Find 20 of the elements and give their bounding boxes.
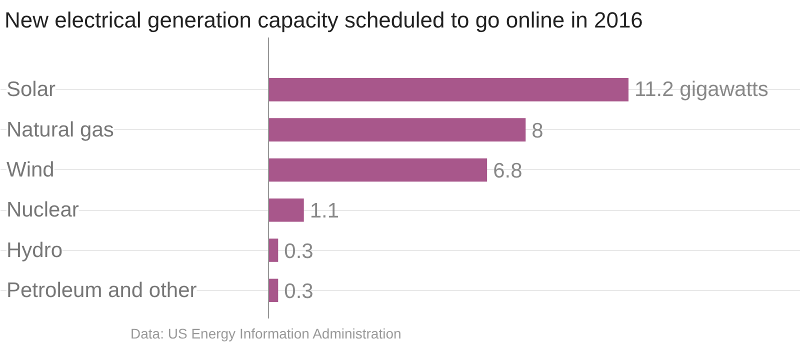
data-label: 8	[532, 119, 544, 142]
bar	[268, 158, 488, 182]
bar	[268, 278, 278, 302]
data-label: 6.8	[493, 159, 522, 182]
y-tick-label: Solar	[6, 78, 56, 102]
y-tick-label: Wind	[6, 158, 54, 182]
bar	[268, 198, 304, 222]
data-label: 1.1	[310, 200, 340, 223]
y-tick-label: Petroleum and other	[6, 278, 197, 302]
y-tick-label: Hydro	[6, 238, 63, 262]
text: Data: US Energy Information Administration	[130, 326, 402, 342]
data-label: 0.3	[284, 280, 314, 303]
y-tick-label: Natural gas	[6, 118, 114, 142]
bar	[268, 238, 278, 262]
chart-title: New electrical generation capacity scheduled to go online in 2016	[4, 8, 643, 32]
data-label: 0.3	[284, 240, 314, 263]
bar	[268, 118, 526, 142]
data-label: 11.2 gigawatts	[634, 78, 768, 102]
y-tick-label: Nuclear	[6, 198, 79, 222]
bar	[268, 78, 628, 102]
